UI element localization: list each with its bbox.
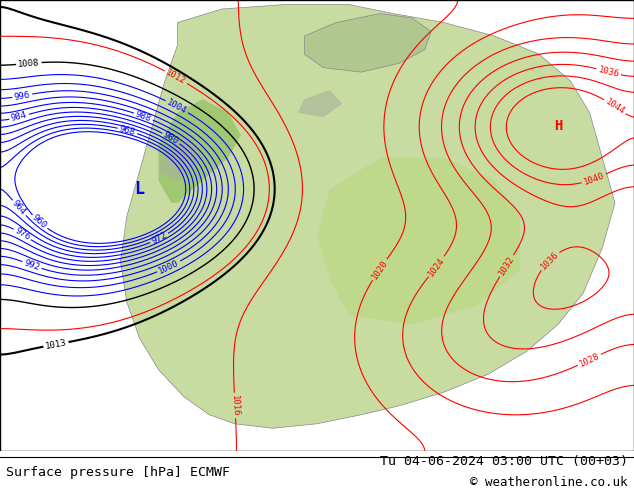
- Polygon shape: [298, 90, 342, 117]
- Polygon shape: [304, 14, 431, 72]
- Text: 984: 984: [10, 111, 28, 123]
- Text: 968: 968: [119, 124, 136, 137]
- Text: 1040: 1040: [582, 171, 605, 187]
- Text: 1044: 1044: [604, 97, 626, 116]
- Text: 960: 960: [30, 213, 49, 231]
- Text: 988: 988: [134, 109, 153, 123]
- Text: 1036: 1036: [539, 250, 560, 271]
- Polygon shape: [158, 135, 203, 180]
- Text: 1012: 1012: [164, 68, 188, 86]
- Text: 976: 976: [13, 226, 32, 243]
- Text: 964: 964: [10, 199, 28, 217]
- Text: 1013: 1013: [44, 338, 67, 351]
- Text: 1020: 1020: [370, 258, 389, 281]
- Text: 980: 980: [162, 130, 180, 146]
- Text: 1008: 1008: [18, 58, 40, 69]
- Text: 1024: 1024: [426, 255, 446, 278]
- Text: 1036: 1036: [597, 65, 620, 79]
- Text: Tu 04-06-2024 03:00 UTC (00+03): Tu 04-06-2024 03:00 UTC (00+03): [380, 455, 628, 468]
- Text: 1000: 1000: [157, 258, 181, 275]
- Text: 1016: 1016: [230, 394, 240, 416]
- Text: 996: 996: [13, 90, 31, 101]
- Text: Surface pressure [hPa] ECMWF: Surface pressure [hPa] ECMWF: [6, 466, 230, 479]
- Polygon shape: [317, 158, 520, 324]
- Text: © weatheronline.co.uk: © weatheronline.co.uk: [470, 476, 628, 490]
- Text: 1032: 1032: [497, 254, 516, 277]
- Polygon shape: [158, 99, 241, 203]
- Polygon shape: [120, 4, 615, 428]
- Text: 1028: 1028: [578, 351, 601, 368]
- Text: L: L: [134, 180, 145, 198]
- Text: 992: 992: [23, 258, 41, 272]
- Text: H: H: [553, 119, 562, 133]
- Text: 1004: 1004: [165, 98, 188, 116]
- Text: 972: 972: [150, 231, 169, 246]
